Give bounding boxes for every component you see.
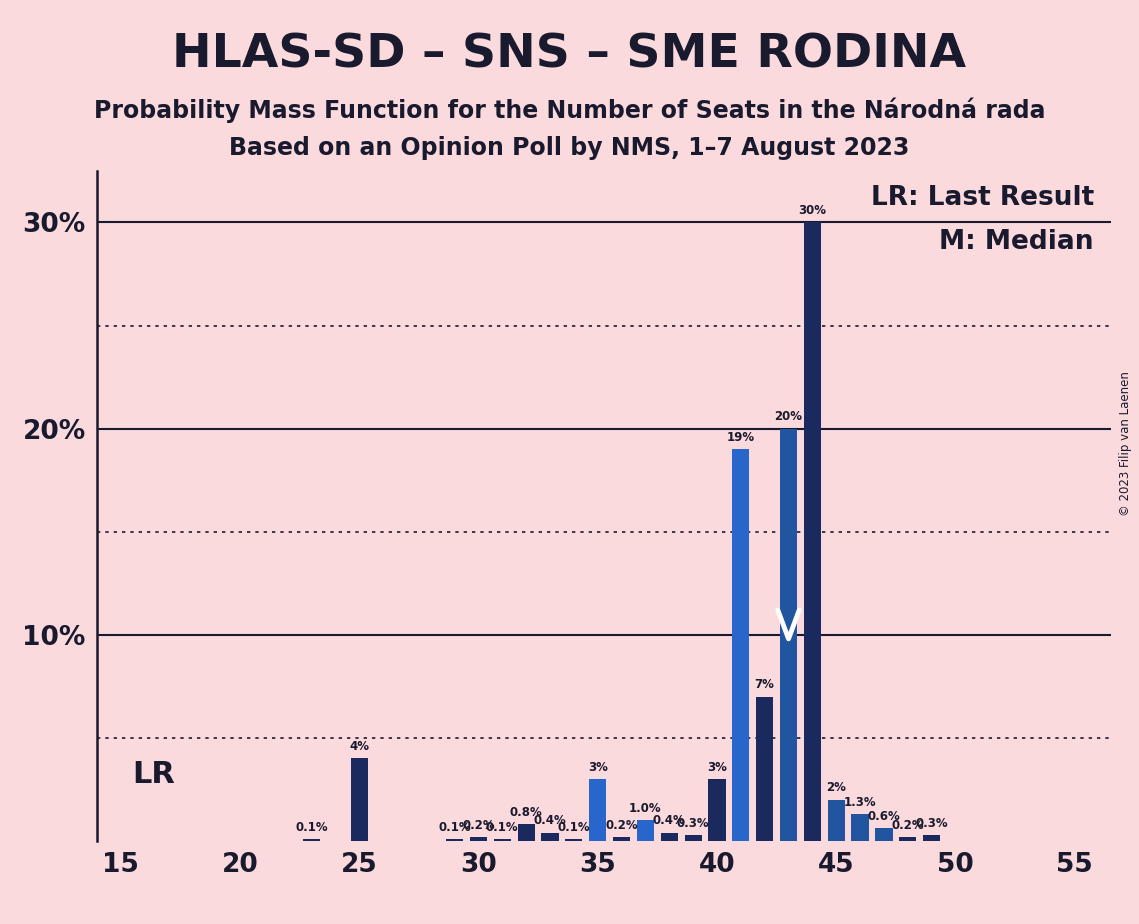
Text: 19%: 19%: [727, 432, 755, 444]
Text: 0.1%: 0.1%: [439, 821, 470, 833]
Bar: [732, 449, 749, 841]
Text: 0.1%: 0.1%: [486, 821, 518, 833]
Text: 0.4%: 0.4%: [534, 814, 566, 828]
Text: 1.3%: 1.3%: [844, 796, 876, 808]
Bar: [708, 779, 726, 841]
Bar: [923, 834, 940, 841]
Bar: [517, 824, 534, 841]
Text: 4%: 4%: [350, 740, 369, 753]
Text: 0.2%: 0.2%: [605, 819, 638, 832]
Bar: [685, 834, 702, 841]
Bar: [899, 837, 917, 841]
Bar: [828, 799, 845, 841]
Bar: [804, 223, 821, 841]
Text: 0.1%: 0.1%: [558, 821, 590, 833]
Text: Probability Mass Function for the Number of Seats in the Národná rada: Probability Mass Function for the Number…: [93, 97, 1046, 123]
Text: 30%: 30%: [798, 204, 827, 217]
Text: 1.0%: 1.0%: [629, 802, 662, 815]
Text: Based on an Opinion Poll by NMS, 1–7 August 2023: Based on an Opinion Poll by NMS, 1–7 Aug…: [229, 136, 910, 160]
Bar: [303, 839, 320, 841]
Text: 0.6%: 0.6%: [868, 810, 900, 823]
Bar: [780, 429, 797, 841]
Text: LR: Last Result: LR: Last Result: [870, 186, 1093, 212]
Bar: [470, 837, 487, 841]
Text: 0.3%: 0.3%: [677, 817, 710, 830]
Text: 0.2%: 0.2%: [462, 819, 494, 832]
Bar: [613, 837, 630, 841]
Text: 0.1%: 0.1%: [295, 821, 328, 833]
Bar: [876, 829, 893, 841]
Text: 7%: 7%: [755, 678, 775, 691]
Bar: [661, 833, 678, 841]
Bar: [589, 779, 606, 841]
Text: 3%: 3%: [588, 760, 607, 774]
Bar: [852, 814, 869, 841]
Text: © 2023 Filip van Laenen: © 2023 Filip van Laenen: [1118, 371, 1132, 516]
Text: 0.8%: 0.8%: [510, 807, 542, 820]
Bar: [446, 839, 464, 841]
Text: 0.4%: 0.4%: [653, 814, 686, 828]
Text: M: Median: M: Median: [940, 228, 1093, 255]
Bar: [541, 833, 558, 841]
Bar: [565, 839, 582, 841]
Bar: [637, 821, 654, 841]
Text: 0.2%: 0.2%: [892, 819, 924, 832]
Bar: [756, 697, 773, 841]
Bar: [351, 759, 368, 841]
Text: 2%: 2%: [826, 782, 846, 795]
Text: LR: LR: [132, 760, 175, 789]
Text: 3%: 3%: [707, 760, 727, 774]
Bar: [493, 839, 511, 841]
Text: HLAS-SD – SNS – SME RODINA: HLAS-SD – SNS – SME RODINA: [172, 32, 967, 78]
Text: 20%: 20%: [775, 410, 803, 423]
Text: 0.3%: 0.3%: [916, 817, 948, 830]
